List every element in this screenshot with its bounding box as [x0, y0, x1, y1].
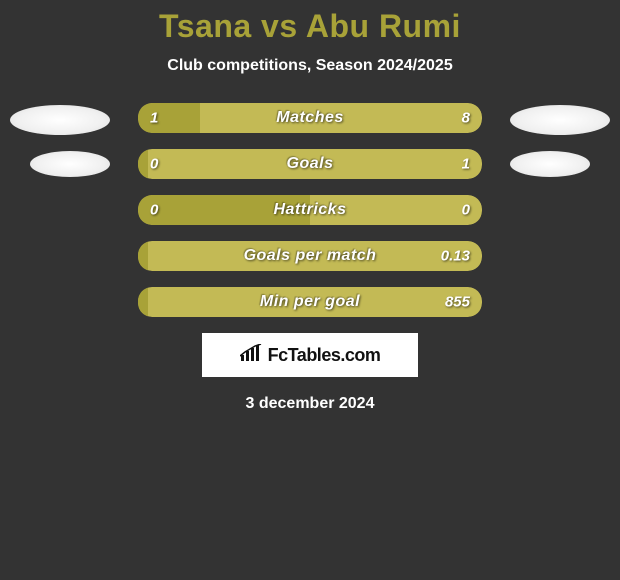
- brand-box[interactable]: FcTables.com: [202, 333, 418, 377]
- bar-label: Matches: [138, 109, 482, 127]
- bar-label: Min per goal: [138, 293, 482, 311]
- bar-label: Hattricks: [138, 201, 482, 219]
- bar-row: Matches1 8: [138, 103, 482, 133]
- bar-label: Goals: [138, 155, 482, 173]
- bar-row: Goals per match0.13: [138, 241, 482, 271]
- team-badge-right-1: [510, 151, 590, 177]
- date-text: 3 december 2024: [0, 395, 620, 413]
- brand-chart-icon: [240, 344, 262, 367]
- team-badge-left-1: [30, 151, 110, 177]
- team-badge-left-0: [10, 105, 110, 135]
- bar-value-left: 0: [150, 202, 158, 219]
- bar-label: Goals per match: [138, 247, 482, 265]
- stats-area: Matches18Goals01Hattricks00Goals per mat…: [0, 103, 620, 317]
- bar-row: Min per goal855: [138, 287, 482, 317]
- bar-value-left: 1: [150, 110, 158, 127]
- bar-value-right: 0.13: [441, 248, 470, 265]
- bar-row: Goals0 1: [138, 149, 482, 179]
- comparison-bars: Matches18Goals01Hattricks00Goals per mat…: [138, 103, 482, 317]
- page-title: Tsana vs Abu Rumi: [0, 8, 620, 45]
- bar-value-right: 855: [445, 294, 470, 311]
- subtitle: Club competitions, Season 2024/2025: [0, 57, 620, 75]
- bar-value-left: 0: [150, 156, 158, 173]
- team-badge-right-0: [510, 105, 610, 135]
- bar-value-right: 1: [462, 156, 470, 173]
- infographic-container: Tsana vs Abu Rumi Club competitions, Sea…: [0, 0, 620, 413]
- bar-value-right: 8: [462, 110, 470, 127]
- bar-row: Hattricks0 0: [138, 195, 482, 225]
- bar-value-right: 0: [462, 202, 470, 219]
- brand-text: FcTables.com: [268, 345, 381, 366]
